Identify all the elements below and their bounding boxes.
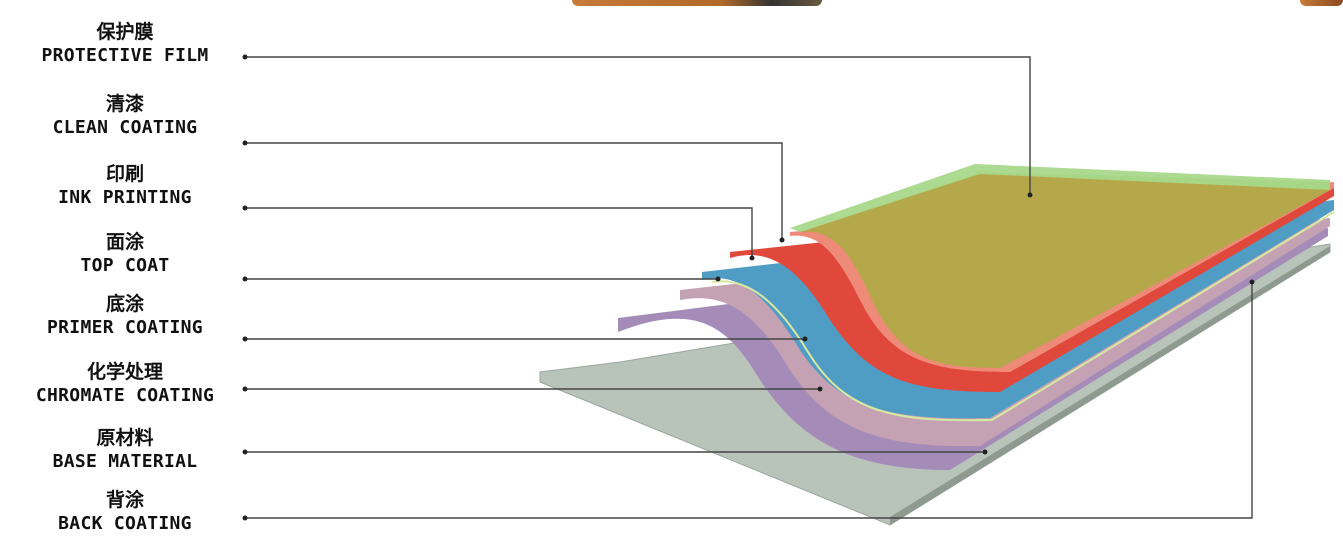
leader-lines — [245, 56, 1253, 519]
label-en: INK PRINTING — [58, 187, 192, 208]
label-cn: 清漆 — [105, 93, 144, 115]
layer-label-protective-film: 保护膜 PROTECTIVE FILM — [0, 20, 250, 68]
label-cn: 背涂 — [105, 489, 144, 511]
leader-clean-coating — [245, 142, 783, 240]
leader-ink-printing — [245, 207, 753, 258]
top-decor-strip-right — [1300, 0, 1343, 6]
label-en: TOP COAT — [80, 255, 170, 276]
label-en: PROTECTIVE FILM — [41, 45, 209, 66]
leader-dots — [242, 54, 1255, 521]
leader-back-coating — [245, 282, 1253, 519]
leader-protective-film — [245, 56, 1031, 195]
layer-label-base-material: 原材料 BASE MATERIAL — [0, 426, 250, 474]
layer-label-top-coat: 面涂 TOP COAT — [0, 230, 250, 278]
label-cn: 保护膜 — [96, 21, 154, 43]
layer-label-ink-printing: 印刷 INK PRINTING — [0, 162, 250, 210]
base-material-edge — [890, 246, 1330, 525]
label-cn: 面涂 — [105, 231, 144, 253]
layer-label-primer-coating: 底涂 PRIMER COATING — [0, 292, 250, 340]
layer-label-back-coating: 背涂 BACK COATING — [0, 488, 250, 536]
top-coat-thin-line — [711, 211, 1335, 422]
label-cn: 印刷 — [105, 163, 144, 185]
label-en: BACK COATING — [58, 513, 192, 534]
label-en: PRIMER COATING — [47, 317, 203, 338]
layer-label-chromate-coating: 化学处理 CHROMATE COATING — [0, 360, 250, 408]
protective-film-layer — [790, 164, 1330, 232]
label-en: CHROMATE COATING — [35, 385, 215, 406]
label-cn: 原材料 — [96, 427, 154, 449]
label-en: CLEAN COATING — [52, 117, 198, 138]
label-en: BASE MATERIAL — [52, 451, 198, 472]
clean-coating-layer — [800, 172, 1330, 368]
label-cn: 化学处理 — [86, 361, 163, 383]
label-cn: 底涂 — [105, 293, 144, 315]
layer-label-clean-coating: 清漆 CLEAN COATING — [0, 92, 250, 140]
top-decor-strip-left — [572, 0, 822, 6]
